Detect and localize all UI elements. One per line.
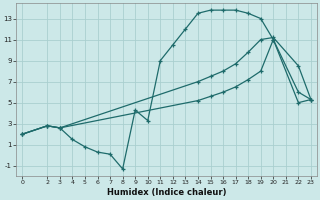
X-axis label: Humidex (Indice chaleur): Humidex (Indice chaleur): [107, 188, 226, 197]
